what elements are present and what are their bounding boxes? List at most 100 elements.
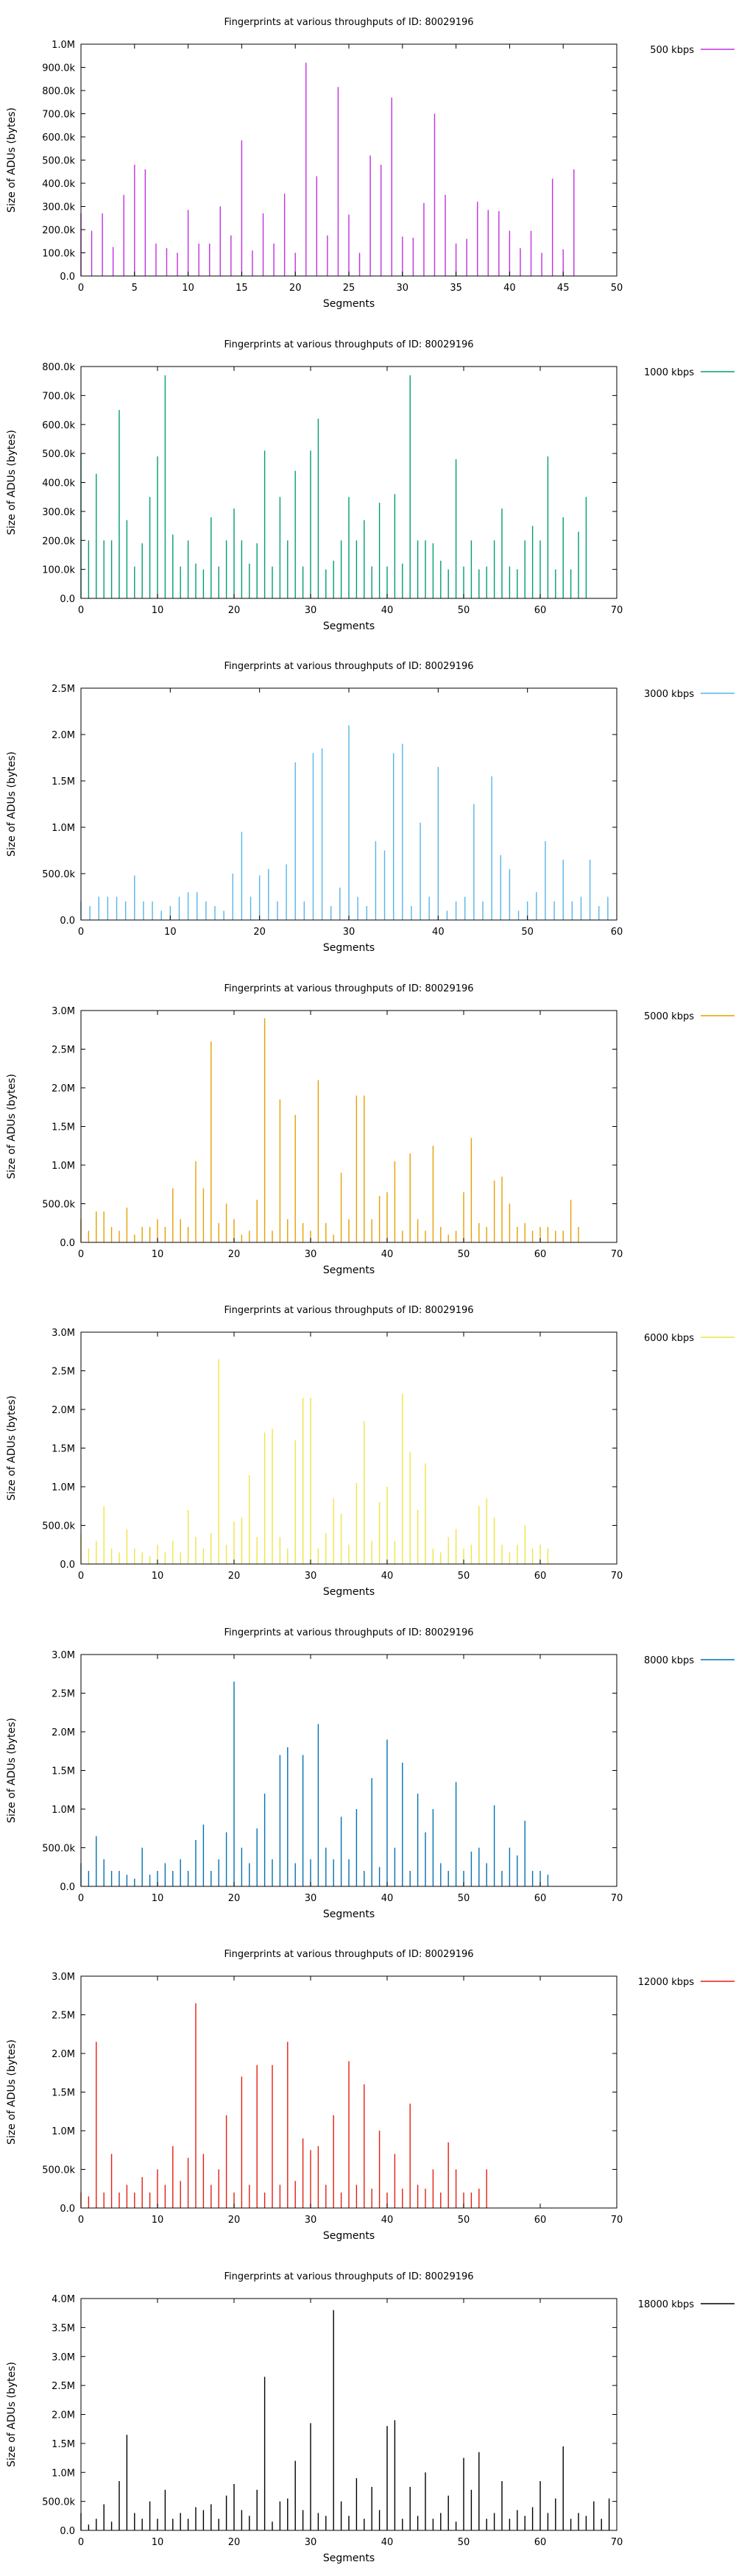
y-tick-label: 3.0M (52, 1328, 75, 1339)
chart-panel-7: Fingerprints at various throughputs of I… (0, 1932, 736, 2254)
y-tick-label: 0.0 (60, 916, 75, 927)
x-tick-label: 60 (534, 605, 547, 616)
y-tick-label: 0.0 (60, 272, 75, 283)
y-tick-label: 3.0M (52, 1006, 75, 1017)
x-tick-label: 0 (78, 283, 84, 294)
y-tick-label: 3.0M (52, 1650, 75, 1661)
chart-title: Fingerprints at various throughputs of I… (224, 17, 473, 28)
y-tick-label: 4.0M (52, 2294, 75, 2305)
y-tick-label: 1.5M (52, 2088, 75, 2099)
y-tick-label: 200.0k (42, 225, 75, 236)
x-tick-label: 50 (458, 605, 470, 616)
chart-svg: Fingerprints at various throughputs of I… (6, 661, 735, 954)
x-tick-label: 25 (343, 283, 355, 294)
x-tick-label: 10 (152, 2215, 164, 2226)
x-axis-label: Segments (323, 1586, 375, 1598)
x-tick-label: 20 (228, 1571, 241, 1582)
x-tick-label: 30 (305, 1249, 317, 1260)
y-tick-label: 2.5M (52, 684, 75, 695)
x-tick-label: 40 (432, 927, 445, 938)
x-axis-label: Segments (323, 942, 375, 954)
y-axis-label: Size of ADUs (bytes) (6, 2362, 18, 2467)
y-tick-label: 2.0M (52, 1083, 75, 1094)
y-tick-label: 1.0M (52, 823, 75, 834)
y-tick-label: 3.5M (52, 2323, 75, 2334)
x-tick-label: 35 (450, 283, 462, 294)
x-tick-label: 40 (503, 283, 516, 294)
y-axis-label: Size of ADUs (bytes) (6, 2039, 18, 2145)
x-tick-label: 30 (305, 1571, 317, 1582)
y-tick-label: 3.0M (52, 1972, 75, 1983)
chart-svg: Fingerprints at various throughputs of I… (6, 1949, 735, 2242)
x-tick-label: 70 (611, 1571, 623, 1582)
x-tick-label: 45 (557, 283, 570, 294)
x-tick-label: 40 (381, 1893, 394, 1904)
x-axis-label: Segments (323, 2230, 375, 2242)
x-tick-label: 20 (228, 1893, 241, 1904)
y-tick-label: 1.5M (52, 1444, 75, 1455)
legend-label: 1000 kbps (644, 367, 694, 378)
y-tick-label: 0.0 (60, 2204, 75, 2215)
x-tick-label: 15 (236, 283, 248, 294)
x-tick-label: 20 (253, 927, 266, 938)
x-tick-label: 10 (164, 927, 177, 938)
legend-label: 500 kbps (650, 45, 694, 56)
y-tick-label: 500.0k (42, 449, 75, 460)
bars-group (80, 1018, 579, 1242)
bars-group (80, 1681, 549, 1886)
y-tick-label: 100.0k (42, 249, 75, 260)
bars-group (80, 725, 609, 920)
chart-panel-3: Fingerprints at various throughputs of I… (0, 644, 736, 966)
plot-frame (80, 1654, 618, 1886)
y-tick-label: 0.0 (60, 2526, 75, 2537)
y-tick-label: 2.5M (52, 1044, 75, 1055)
y-tick-label: 2.0M (52, 730, 75, 741)
y-tick-label: 1.0M (52, 1161, 75, 1172)
x-tick-label: 0 (78, 1571, 84, 1582)
y-tick-label: 0.0 (60, 594, 75, 605)
y-tick-label: 1.0M (52, 40, 75, 51)
y-tick-label: 1.0M (52, 1805, 75, 1816)
x-tick-label: 70 (611, 2215, 623, 2226)
x-tick-label: 20 (228, 2215, 241, 2226)
y-tick-label: 200.0k (42, 536, 75, 547)
y-tick-label: 1.0M (52, 2126, 75, 2137)
x-tick-label: 40 (381, 605, 394, 616)
chart-svg: Fingerprints at various throughputs of I… (6, 1627, 735, 1920)
y-tick-label: 300.0k (42, 506, 75, 517)
y-tick-label: 2.0M (52, 1405, 75, 1416)
x-tick-label: 20 (228, 1249, 241, 1260)
chart-svg: Fingerprints at various throughputs of I… (6, 339, 735, 632)
legend-label: 6000 kbps (644, 1333, 694, 1344)
legend-label: 3000 kbps (644, 689, 694, 700)
x-axis-label: Segments (323, 1908, 375, 1920)
y-axis-label: Size of ADUs (bytes) (6, 1395, 18, 1501)
y-axis-label: Size of ADUs (bytes) (6, 430, 18, 535)
x-tick-label: 5 (132, 283, 138, 294)
y-tick-label: 0.0 (60, 1882, 75, 1893)
y-axis-label: Size of ADUs (bytes) (6, 751, 18, 857)
x-tick-label: 20 (289, 283, 302, 294)
x-tick-label: 0 (78, 927, 84, 938)
y-tick-label: 800.0k (42, 86, 75, 97)
y-tick-label: 2.5M (52, 1367, 75, 1378)
chart-title: Fingerprints at various throughputs of I… (224, 1305, 473, 1316)
legend-label: 5000 kbps (644, 1011, 694, 1022)
y-tick-label: 2.0M (52, 1727, 75, 1738)
y-tick-label: 1.0M (52, 1482, 75, 1493)
x-tick-label: 10 (152, 1249, 164, 1260)
x-tick-label: 60 (534, 1571, 547, 1582)
y-tick-label: 400.0k (42, 179, 75, 190)
y-tick-label: 300.0k (42, 202, 75, 213)
x-tick-label: 60 (611, 927, 623, 938)
y-axis-label: Size of ADUs (bytes) (6, 1718, 18, 1823)
y-tick-label: 1.0M (52, 2468, 75, 2479)
x-tick-label: 10 (152, 605, 164, 616)
y-tick-label: 500.0k (42, 1521, 75, 1532)
x-tick-label: 50 (458, 1249, 470, 1260)
x-tick-label: 60 (534, 2537, 547, 2548)
y-tick-label: 0.0 (60, 1560, 75, 1571)
chart-svg: Fingerprints at various throughputs of I… (6, 1305, 735, 1598)
y-tick-label: 2.5M (52, 2011, 75, 2022)
x-axis-label: Segments (323, 1264, 375, 1276)
